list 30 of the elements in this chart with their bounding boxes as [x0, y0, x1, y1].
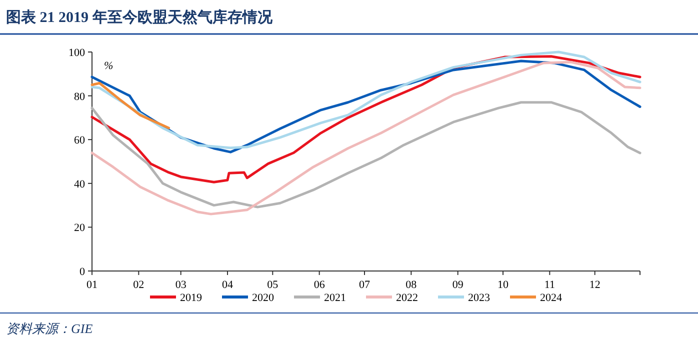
legend-label: 2019 — [180, 292, 202, 304]
legend-label: 2020 — [252, 292, 274, 304]
x-tick-label: 08 — [406, 279, 418, 291]
y-axis-title: % — [104, 60, 114, 72]
y-tick-label: 0 — [80, 266, 86, 278]
x-tick-label: 11 — [544, 279, 555, 291]
line-series — [90, 60, 642, 216]
chart-title: 图表 21 2019 年至今欧盟天然气库存情况 — [6, 8, 274, 26]
y-tick-label: 40 — [74, 178, 86, 190]
legend-label: 2022 — [396, 292, 418, 304]
x-tick-label: 05 — [267, 279, 279, 291]
y-tick-label: 80 — [74, 90, 86, 103]
x-tick-label: 03 — [175, 279, 187, 291]
x-tick-label: 02 — [133, 279, 144, 291]
x-tick-label: 07 — [358, 279, 370, 291]
y-tick-label: 60 — [74, 134, 86, 147]
line-series — [90, 82, 170, 130]
y-tick-label: 100 — [68, 47, 86, 59]
legend-label: 2021 — [324, 292, 346, 304]
x-tick-label: 06 — [314, 279, 326, 291]
y-tick-label: 20 — [74, 222, 86, 234]
legend-label: 2024 — [540, 292, 562, 304]
x-tick-label: 09 — [452, 279, 464, 291]
x-tick-label: 01 — [86, 279, 98, 291]
text: 资料来源：GIE — [6, 321, 93, 336]
legend-label: 2023 — [468, 292, 490, 304]
line-series — [90, 101, 642, 208]
x-tick-label: 10 — [498, 279, 509, 291]
x-tick-label: 12 — [589, 279, 600, 291]
x-tick-label: 04 — [222, 279, 234, 291]
